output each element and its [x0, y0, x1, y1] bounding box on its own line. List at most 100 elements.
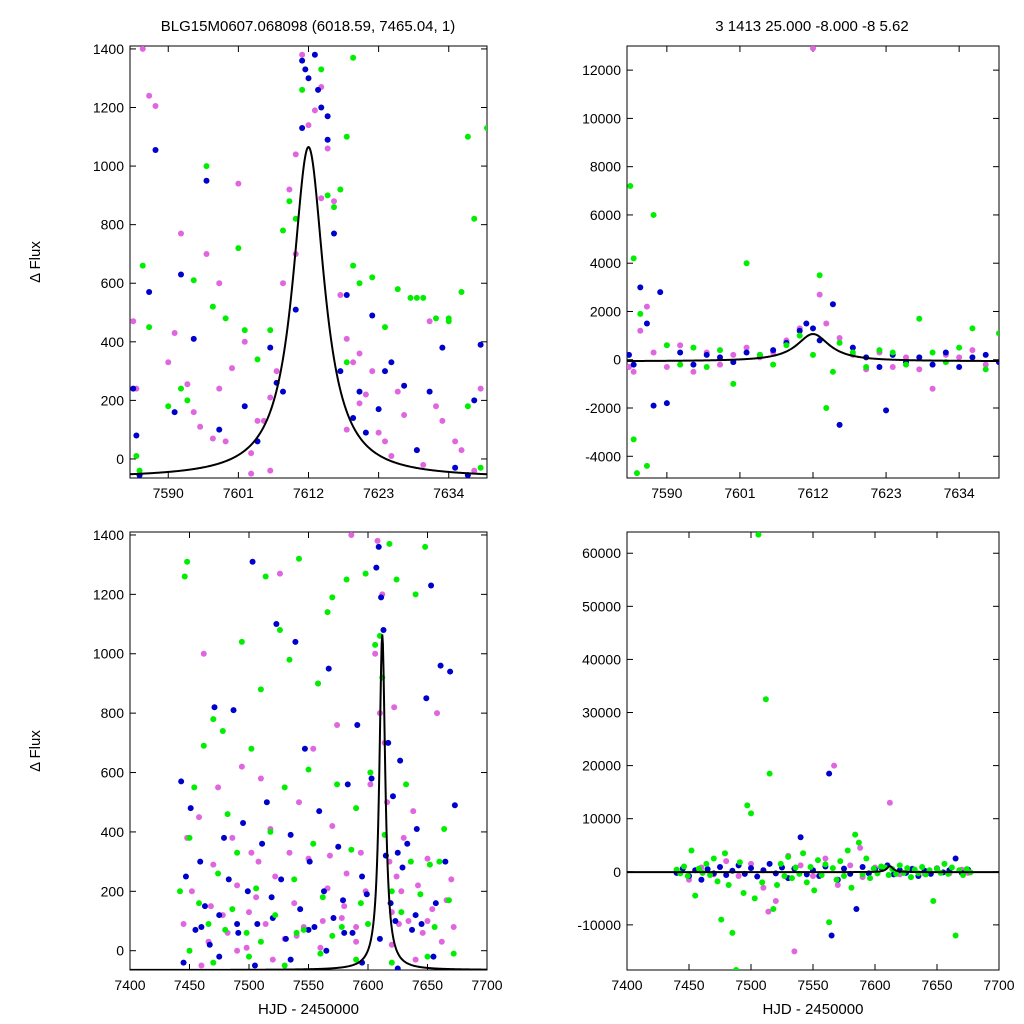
data-point-blue — [368, 775, 375, 782]
data-point-green — [300, 926, 307, 933]
data-point-pink — [394, 388, 401, 395]
data-point-pink — [152, 103, 159, 110]
data-point-blue — [341, 929, 348, 936]
data-point-blue — [244, 888, 251, 895]
data-point-green — [633, 470, 640, 477]
data-point-green — [650, 211, 657, 218]
data-point-blue — [703, 351, 710, 358]
data-point-pink — [334, 722, 341, 729]
data-point-pink — [426, 318, 433, 325]
data-point-pink — [393, 873, 400, 880]
data-point-blue — [657, 289, 664, 296]
data-point-green — [165, 403, 172, 410]
data-point-green — [450, 950, 457, 957]
data-point-pink — [255, 858, 262, 865]
data-point-blue — [324, 113, 331, 120]
data-point-pink — [723, 858, 730, 865]
data-point-pink — [419, 929, 426, 936]
data-point-green — [286, 198, 293, 205]
data-point-blue — [836, 421, 843, 428]
data-point-blue — [225, 876, 232, 883]
data-point-blue — [180, 959, 187, 966]
data-point-green — [295, 555, 302, 562]
data-point-green — [146, 324, 153, 331]
data-point-pink — [337, 291, 344, 298]
data-point-green — [870, 865, 877, 872]
data-point-blue — [254, 920, 261, 927]
y-tick-label: 1000 — [93, 646, 124, 662]
data-point-green — [766, 770, 773, 777]
y-tick-label: 200 — [101, 883, 125, 899]
data-point-green — [707, 871, 714, 878]
data-point-green — [394, 286, 401, 293]
x-tick-label: 7450 — [174, 977, 205, 993]
data-point-green — [826, 919, 833, 926]
data-point-blue — [335, 843, 342, 850]
data-point-pink — [286, 186, 293, 193]
data-point-pink — [663, 363, 670, 370]
data-point-blue — [282, 935, 289, 942]
y-tick-label: 1400 — [93, 527, 124, 543]
data-point-green — [133, 453, 140, 460]
data-point-pink — [836, 335, 843, 342]
y-tick-label: 2000 — [590, 303, 621, 319]
data-point-blue — [637, 284, 644, 291]
data-point-green — [353, 956, 360, 963]
data-point-green — [751, 895, 758, 902]
data-point-green — [800, 850, 807, 857]
data-point-pink — [311, 107, 318, 114]
data-point-pink — [348, 532, 355, 538]
data-point-green — [755, 532, 762, 538]
data-point-blue — [929, 361, 936, 368]
data-point-pink — [292, 151, 299, 158]
data-point-green — [829, 368, 836, 375]
data-point-pink — [216, 280, 223, 287]
data-point-green — [969, 325, 976, 332]
data-point-blue — [849, 344, 856, 351]
data-point-blue — [201, 903, 208, 910]
data-point-pink — [200, 650, 207, 657]
y-tick-label: 1400 — [93, 41, 124, 57]
data-point-pink — [816, 291, 823, 298]
data-point-blue — [331, 230, 337, 237]
data-point-green — [286, 656, 293, 663]
model-curve — [130, 634, 487, 970]
panel-bottom-right: 7400 7450 7500 7550 7600 7650 7700 -10000 0 10000… — [577, 531, 1015, 1018]
data-point-green — [324, 192, 331, 199]
data-point-pink — [760, 884, 767, 891]
data-point-pink — [471, 467, 478, 474]
data-point-blue — [375, 406, 382, 413]
data-point-green — [471, 215, 478, 222]
data-point-green — [677, 361, 684, 368]
y-tick-label: 200 — [101, 392, 125, 408]
data-point-green — [388, 959, 395, 966]
data-point-green — [292, 215, 299, 222]
data-point-pink — [433, 403, 439, 410]
data-point-pink — [834, 882, 841, 889]
data-point-pink — [797, 862, 804, 869]
y-tick-label: 600 — [101, 765, 125, 781]
data-point-blue — [803, 320, 810, 327]
data-point-pink — [338, 915, 345, 922]
data-point-green — [762, 696, 769, 703]
data-point-pink — [253, 894, 260, 901]
y-tick-label: 0 — [613, 864, 621, 880]
data-point-green — [196, 900, 203, 907]
data-point-green — [407, 294, 414, 301]
data-point-blue — [394, 965, 401, 970]
y-tick-label: 40000 — [582, 651, 621, 667]
panel-top-left: 7590 7601 7612 7623 7634 0 200 400 600 800 1000 120… — [27, 41, 488, 501]
data-point-green — [484, 125, 487, 132]
data-point-pink — [439, 417, 446, 424]
data-point-pink — [216, 385, 223, 392]
data-point-green — [695, 865, 702, 872]
data-point-green — [254, 356, 261, 363]
data-point-green — [889, 349, 896, 356]
data-point-pink — [772, 897, 779, 904]
data-point-blue — [853, 905, 860, 912]
data-point-green — [210, 716, 217, 723]
data-point-green — [190, 277, 197, 284]
data-point-blue — [216, 953, 223, 960]
data-point-blue — [354, 722, 361, 729]
data-point-blue — [952, 855, 959, 862]
